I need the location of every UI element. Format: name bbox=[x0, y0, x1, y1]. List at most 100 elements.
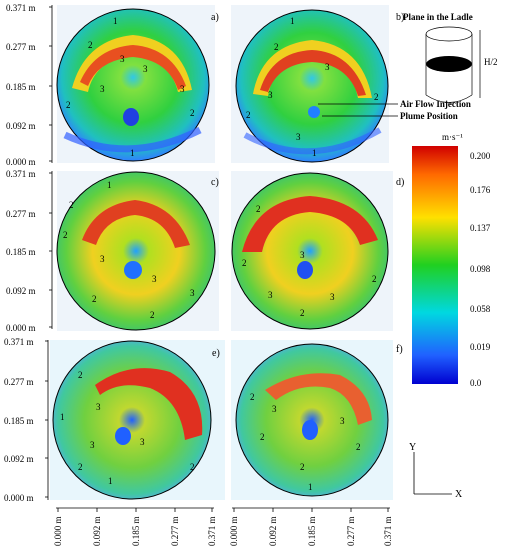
contour-label: 2 bbox=[242, 258, 247, 268]
y-tick-label: 0.371 m bbox=[6, 169, 36, 179]
y-tick-label: 0.371 m bbox=[4, 337, 34, 347]
panel-b: 1 2 3 3 2 2 3 1 b) bbox=[231, 5, 404, 163]
contour-label: 1 bbox=[108, 476, 113, 486]
y-axis-indicator-label: Y bbox=[409, 442, 416, 453]
contour-label: 3 bbox=[268, 90, 273, 100]
contour-label: 3 bbox=[340, 416, 345, 426]
y-tick-label: 0.277 m bbox=[6, 42, 36, 52]
xy-axes-indicator: Y X bbox=[409, 442, 463, 500]
contour-label: 1 bbox=[290, 16, 295, 26]
x-axis-indicator-label: X bbox=[455, 489, 463, 500]
contour-label: 3 bbox=[325, 62, 330, 72]
contour-label: 1 bbox=[60, 412, 65, 422]
injection-label: Air Flow Injection bbox=[400, 99, 471, 109]
schematic-title: Plane in the Ladle bbox=[403, 12, 473, 22]
x-tick-label: 0.371 m bbox=[207, 516, 217, 546]
contour-label: 2 bbox=[78, 462, 83, 472]
contour-label: 1 bbox=[308, 482, 313, 492]
colorbar-tick: 0.200 bbox=[470, 151, 491, 161]
contour-label: 3 bbox=[143, 64, 148, 74]
contour-label: 3 bbox=[330, 292, 335, 302]
panel-f: 2 3 3 2 2 2 1 f) bbox=[231, 340, 403, 500]
colorbar-tick: 0.137 bbox=[470, 223, 491, 233]
contour-label: 2 bbox=[274, 42, 279, 52]
x-tick-label: 0.000 m bbox=[53, 516, 63, 546]
y-tick-label: 0.000 m bbox=[4, 493, 34, 503]
contour-label: 3 bbox=[180, 84, 185, 94]
y-axis-row-3: 0.371 m 0.277 m 0.185 m 0.092 m 0.000 m bbox=[4, 337, 49, 503]
x-axis-right: 0.000 m 0.092 m 0.185 m 0.277 m 0.371 m bbox=[229, 507, 393, 546]
panel-label: d) bbox=[396, 177, 404, 188]
ladle-schematic: Plane in the Ladle H/2 Air Flow Injectio… bbox=[318, 12, 498, 121]
contour-label: 2 bbox=[246, 110, 251, 120]
y-axis-row-2: 0.371 m 0.277 m 0.185 m 0.092 m 0.000 m bbox=[6, 169, 53, 333]
contour-label: 3 bbox=[90, 440, 95, 450]
contour-label: 2 bbox=[190, 462, 195, 472]
contour-label: 1 bbox=[130, 148, 135, 158]
panel-label: e) bbox=[212, 348, 220, 359]
colorbar-tick: 0.019 bbox=[470, 342, 491, 352]
contour-label: 2 bbox=[92, 294, 97, 304]
panel-label: f) bbox=[396, 344, 403, 355]
contour-label: 3 bbox=[100, 254, 105, 264]
contour-label: 2 bbox=[63, 230, 68, 240]
contour-label: 1 bbox=[107, 180, 112, 190]
contour-label: 1 bbox=[312, 148, 317, 158]
y-tick-label: 0.277 m bbox=[6, 209, 36, 219]
contour-label: 2 bbox=[150, 310, 155, 320]
height-label: H/2 bbox=[484, 57, 498, 67]
contour-label: 3 bbox=[152, 274, 157, 284]
y-tick-label: 0.000 m bbox=[6, 157, 36, 167]
x-tick-label: 0.277 m bbox=[170, 516, 180, 546]
contour-label: 3 bbox=[268, 290, 273, 300]
colorbar-unit: m·s⁻¹ bbox=[442, 132, 463, 142]
y-tick-label: 0.185 m bbox=[6, 247, 36, 257]
contour-label: 3 bbox=[120, 54, 125, 64]
colorbar-tick: 0.058 bbox=[470, 304, 491, 314]
panel-label: b) bbox=[396, 12, 404, 23]
contour-label: 3 bbox=[140, 437, 145, 447]
contour-label: 3 bbox=[190, 288, 195, 298]
contour-label: 3 bbox=[272, 404, 277, 414]
panel-label: c) bbox=[211, 177, 219, 188]
colorbar-tick: 0.098 bbox=[470, 264, 491, 274]
contour-label: 3 bbox=[100, 84, 105, 94]
colorbar-tick: 0.176 bbox=[470, 185, 491, 195]
contour-label: 2 bbox=[66, 100, 71, 110]
y-tick-label: 0.185 m bbox=[4, 416, 34, 426]
x-axis-left: 0.000 m 0.092 m 0.185 m 0.277 m 0.371 m bbox=[53, 507, 217, 546]
x-tick-label: 0.277 m bbox=[346, 516, 356, 546]
contour-label: 2 bbox=[250, 392, 255, 402]
contour-label: 3 bbox=[300, 250, 305, 260]
x-tick-label: 0.092 m bbox=[268, 516, 278, 546]
contour-label: 2 bbox=[88, 40, 93, 50]
y-tick-label: 0.277 m bbox=[4, 377, 34, 387]
panel-e: 1 2 3 3 3 2 1 2 e) bbox=[50, 340, 225, 500]
colorbar-gradient bbox=[412, 146, 458, 384]
contour-label: 2 bbox=[190, 108, 195, 118]
y-tick-label: 0.371 m bbox=[6, 3, 36, 13]
contour-label: 2 bbox=[374, 92, 379, 102]
contour-label: 2 bbox=[260, 432, 265, 442]
y-axis-row-1: 0.371 m 0.277 m 0.185 m 0.092 m 0.000 m bbox=[6, 3, 53, 167]
panel-d: 2 2 3 3 3 2 2 d) bbox=[231, 171, 404, 331]
y-tick-label: 0.092 m bbox=[4, 454, 34, 464]
contour-label: 1 bbox=[113, 16, 118, 26]
contour-label: 2 bbox=[69, 200, 74, 210]
contour-label: 2 bbox=[78, 370, 83, 380]
contour-label: 2 bbox=[300, 308, 305, 318]
x-tick-label: 0.000 m bbox=[229, 516, 239, 546]
contour-label: 3 bbox=[296, 132, 301, 142]
x-tick-label: 0.185 m bbox=[131, 516, 141, 546]
contour-label: 2 bbox=[356, 442, 361, 452]
contour-label: 2 bbox=[372, 274, 377, 284]
y-tick-label: 0.185 m bbox=[6, 82, 36, 92]
y-tick-label: 0.092 m bbox=[6, 121, 36, 131]
plume-label: Plume Position bbox=[400, 111, 458, 121]
contour-label: 2 bbox=[256, 204, 261, 214]
colorbar: m·s⁻¹ 0.200 0.176 0.137 0.098 0.058 0.01… bbox=[412, 132, 491, 388]
contour-label: 2 bbox=[300, 462, 305, 472]
x-tick-label: 0.185 m bbox=[307, 516, 317, 546]
y-tick-label: 0.092 m bbox=[6, 286, 36, 296]
